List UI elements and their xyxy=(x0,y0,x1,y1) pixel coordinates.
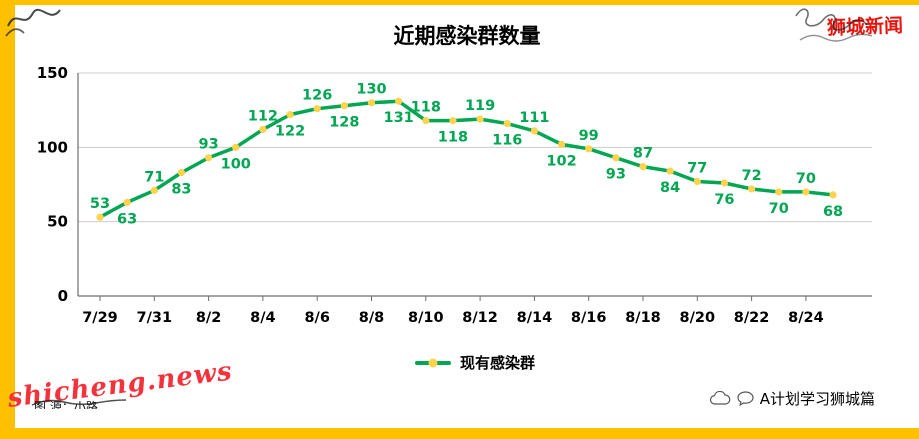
svg-text:72: 72 xyxy=(742,168,762,184)
svg-text:8/14: 8/14 xyxy=(517,310,553,326)
frame-top-border xyxy=(0,0,919,5)
svg-text:0: 0 xyxy=(58,287,68,305)
chart-axes xyxy=(77,73,872,297)
svg-text:8/22: 8/22 xyxy=(734,310,770,326)
cloud-icon xyxy=(709,391,731,405)
svg-text:118: 118 xyxy=(438,130,468,146)
svg-text:8/24: 8/24 xyxy=(788,310,824,326)
svg-text:119: 119 xyxy=(465,98,495,114)
svg-text:68: 68 xyxy=(823,204,843,220)
svg-text:150: 150 xyxy=(37,64,68,82)
chart-x-ticks xyxy=(99,296,807,301)
legend-line-swatch xyxy=(414,358,451,367)
svg-text:112: 112 xyxy=(248,108,278,124)
svg-text:63: 63 xyxy=(117,211,137,227)
chart-y-axis-labels: 0 50 100 150 xyxy=(37,64,68,305)
chart-x-axis-labels: 7/29 7/31 8/2 8/4 8/6 8/8 8/10 8/12 8/14 8/16 8/18… xyxy=(82,310,823,326)
legend-label: 现有感染群 xyxy=(459,354,535,372)
svg-text:122: 122 xyxy=(275,124,305,140)
frame-left-border xyxy=(0,0,15,439)
svg-text:71: 71 xyxy=(144,169,164,185)
svg-text:83: 83 xyxy=(171,182,191,198)
svg-text:128: 128 xyxy=(329,115,359,131)
svg-text:8/16: 8/16 xyxy=(571,310,607,326)
svg-text:111: 111 xyxy=(519,110,549,126)
svg-text:77: 77 xyxy=(687,161,707,177)
svg-text:93: 93 xyxy=(199,137,219,153)
chart-title: 近期感染群数量 xyxy=(393,24,541,48)
svg-text:126: 126 xyxy=(302,88,332,104)
svg-text:130: 130 xyxy=(356,82,386,98)
chart-series-line xyxy=(98,99,835,219)
svg-text:87: 87 xyxy=(633,146,653,162)
svg-text:100: 100 xyxy=(221,156,251,172)
svg-text:7/29: 7/29 xyxy=(82,310,118,326)
svg-text:8/20: 8/20 xyxy=(680,310,716,326)
svg-text:53: 53 xyxy=(90,196,110,212)
svg-text:100: 100 xyxy=(37,138,68,156)
chat-bubble-icon xyxy=(737,391,754,406)
source-caption: 图 源：小路 xyxy=(34,400,98,409)
frame-bottom-border xyxy=(0,428,919,439)
svg-text:93: 93 xyxy=(606,167,626,183)
legend-marker-dot xyxy=(428,358,438,367)
svg-text:76: 76 xyxy=(714,192,734,208)
svg-text:8/2: 8/2 xyxy=(196,310,221,326)
svg-text:50: 50 xyxy=(47,213,68,231)
chart-gridlines xyxy=(78,72,872,223)
svg-text:8/6: 8/6 xyxy=(304,310,329,326)
svg-text:70: 70 xyxy=(769,201,789,217)
chart-data-labels: 5363718393100112122126128130131118118119… xyxy=(90,82,843,228)
svg-text:7/31: 7/31 xyxy=(137,310,173,326)
svg-text:8/8: 8/8 xyxy=(359,310,384,326)
svg-text:116: 116 xyxy=(492,133,522,149)
bottom-right-brand: A计划学习狮城篇 xyxy=(709,388,875,409)
chart-markers xyxy=(96,97,837,221)
svg-text:8/4: 8/4 xyxy=(250,310,275,326)
svg-text:118: 118 xyxy=(411,100,441,116)
svg-text:8/12: 8/12 xyxy=(462,310,498,326)
svg-text:8/10: 8/10 xyxy=(408,310,444,326)
svg-text:70: 70 xyxy=(796,171,816,187)
svg-text:99: 99 xyxy=(579,128,599,144)
svg-text:131: 131 xyxy=(384,110,414,126)
bottom-brand-label: A计划学习狮城篇 xyxy=(759,390,875,408)
chart-legend: 现有感染群 xyxy=(78,352,872,373)
svg-text:8/18: 8/18 xyxy=(625,310,661,326)
svg-text:84: 84 xyxy=(660,180,680,196)
svg-text:102: 102 xyxy=(546,153,576,169)
